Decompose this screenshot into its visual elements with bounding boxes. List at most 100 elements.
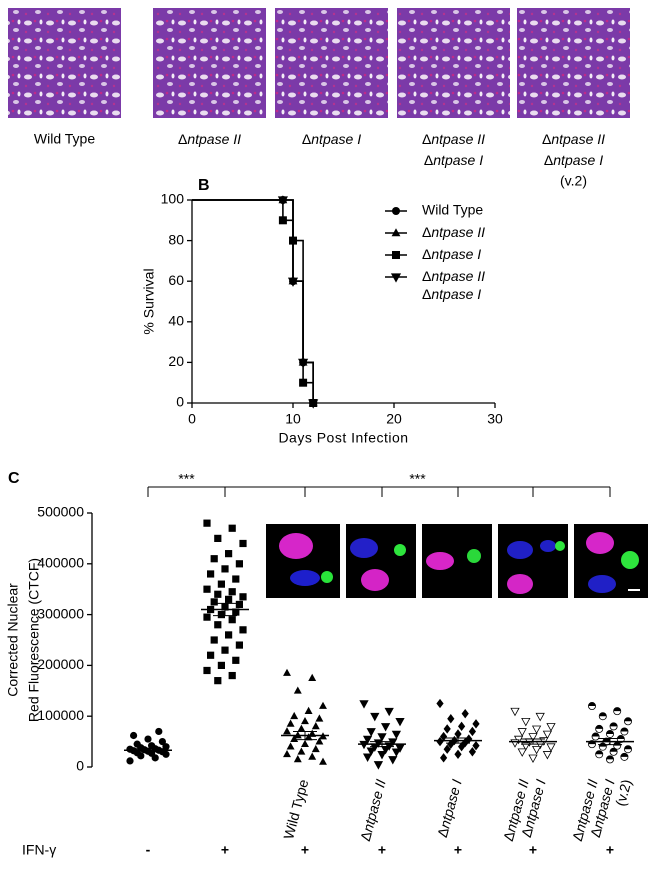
marker — [472, 719, 480, 729]
marker — [298, 358, 309, 369]
marker — [546, 723, 556, 732]
micrographs — [266, 524, 648, 598]
legend-label: Δntpase II — [422, 268, 485, 284]
marker — [315, 737, 324, 745]
marker — [606, 755, 615, 764]
marker — [517, 748, 527, 757]
marker — [214, 534, 222, 542]
marker — [472, 740, 480, 751]
marker — [606, 729, 615, 738]
marker — [239, 626, 247, 634]
marker — [293, 755, 302, 763]
x-category-label: Δntpase II — [357, 777, 389, 842]
survival-line — [192, 199, 314, 403]
y-tick-label: 300000 — [37, 605, 84, 621]
marker — [319, 757, 327, 765]
marker — [436, 736, 444, 747]
parasite — [555, 541, 565, 551]
marker — [458, 721, 466, 732]
marker — [158, 738, 166, 746]
marker-part — [606, 755, 614, 760]
marker — [319, 701, 327, 709]
marker — [311, 744, 320, 753]
marker — [286, 742, 295, 750]
legend-marker — [391, 228, 401, 237]
treatment-value: - — [146, 842, 151, 858]
marker-part — [620, 727, 628, 732]
marker — [388, 756, 398, 765]
x-category-label: Δntpase I — [434, 778, 465, 839]
marker — [443, 744, 451, 754]
caption: Δntpase II — [542, 131, 605, 147]
y-tick-label: 60 — [168, 272, 184, 288]
caption: Δntpase I — [544, 152, 603, 168]
parasite — [621, 551, 639, 569]
marker — [162, 743, 170, 751]
marker — [235, 600, 243, 609]
marker — [510, 707, 520, 717]
marker — [203, 613, 211, 621]
marker — [144, 735, 152, 743]
x-tick-label: 10 — [285, 411, 301, 427]
marker — [214, 621, 222, 629]
y-axis-label: % Survival — [141, 268, 157, 334]
legend-marker — [392, 251, 400, 259]
marker — [217, 580, 225, 588]
marker — [155, 727, 163, 736]
marker — [225, 631, 233, 639]
marker — [465, 734, 473, 744]
marker — [468, 747, 476, 757]
marker — [391, 748, 402, 757]
y-tick-label: 500000 — [37, 504, 84, 520]
marker — [373, 761, 384, 770]
marker — [297, 724, 306, 732]
parasite — [394, 544, 406, 556]
nucleus — [507, 541, 533, 559]
marker — [546, 743, 556, 752]
marker — [221, 646, 229, 654]
marker — [203, 666, 211, 675]
x-category-label: Wild Type — [280, 777, 311, 840]
marker — [225, 595, 233, 603]
marker — [210, 598, 218, 606]
marker-part — [620, 753, 628, 757]
legend-label: Δntpase I — [422, 246, 481, 262]
marker — [232, 575, 240, 583]
marker — [299, 378, 308, 387]
marker — [528, 754, 538, 764]
marker — [380, 723, 391, 732]
caption: Wild Type — [34, 131, 95, 147]
y-tick-label: 20 — [168, 353, 184, 369]
survival-line — [192, 199, 314, 403]
marker — [207, 570, 215, 578]
marker — [235, 641, 243, 649]
significance: *** — [409, 471, 426, 487]
treatment-value: + — [454, 842, 462, 858]
marker — [232, 656, 240, 664]
marker — [531, 725, 542, 735]
marker — [362, 753, 373, 762]
marker — [595, 750, 604, 759]
marker-part — [592, 732, 600, 737]
marker — [290, 734, 299, 742]
marker — [535, 712, 545, 722]
x-tick-label: 0 — [188, 411, 196, 427]
marker — [528, 733, 538, 742]
survival-line — [192, 199, 314, 403]
caption: Δntpase II — [178, 131, 241, 147]
marker — [228, 524, 236, 532]
marker-part — [588, 702, 596, 707]
nucleus — [426, 552, 454, 570]
caption: Δntpase II — [422, 131, 485, 147]
marker — [217, 661, 225, 669]
marker — [458, 742, 466, 752]
marker — [613, 707, 622, 716]
marker — [440, 753, 448, 763]
y-tick-label: 100000 — [37, 707, 84, 723]
marker — [609, 747, 618, 756]
marker — [278, 216, 287, 225]
marker — [221, 565, 229, 573]
treatment-value: + — [301, 842, 309, 858]
y-axis-label: Red Fluorescence (CTCF) — [26, 558, 42, 722]
treatment-value: + — [606, 842, 614, 858]
